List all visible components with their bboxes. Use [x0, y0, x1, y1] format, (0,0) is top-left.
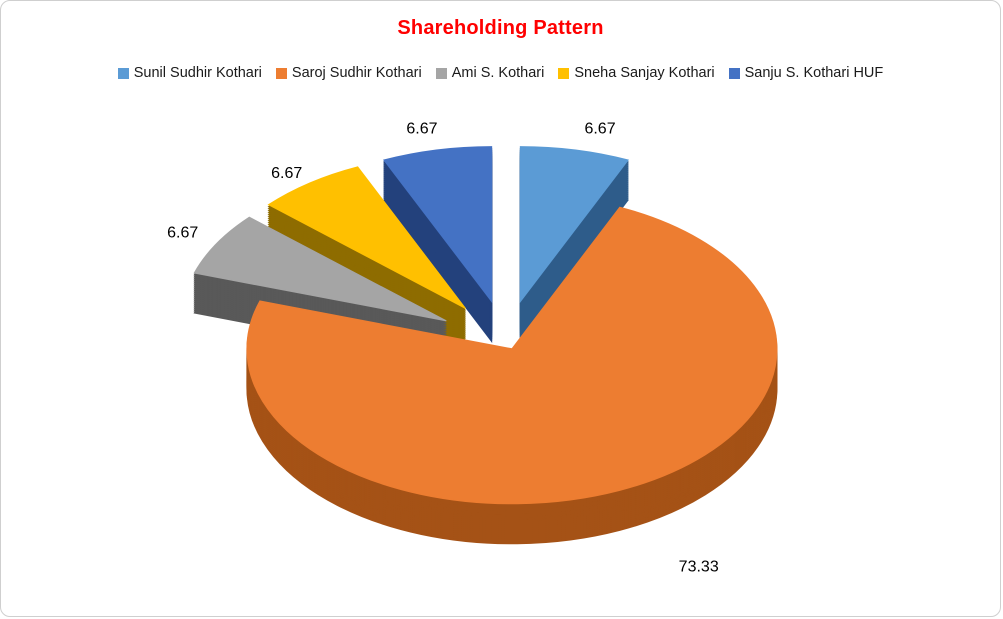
data-label: 73.33	[679, 558, 719, 575]
data-label: 6.67	[584, 120, 615, 137]
legend-label: Ami S. Kothari	[451, 65, 545, 81]
pie-slice-sanju-s-kothari-huf[interactable]	[382, 146, 493, 344]
legend-item-ami[interactable]: Ami S. Kothari	[435, 65, 545, 81]
data-label: 6.67	[167, 224, 198, 241]
legend-swatch-icon	[117, 67, 129, 79]
chart-title: Shareholding Pattern	[397, 17, 604, 39]
legend-item-sanju[interactable]: Sanju S. Kothari HUF	[728, 65, 884, 81]
data-label: 6.67	[271, 165, 302, 182]
legend-item-saroj[interactable]: Saroj Sudhir Kothari	[275, 65, 422, 81]
legend: Sunil Sudhir Kothari Saroj Sudhir Kothar…	[1, 65, 1000, 81]
legend-label: Sunil Sudhir Kothari	[133, 65, 262, 81]
legend-item-sunil[interactable]: Sunil Sudhir Kothari	[117, 65, 262, 81]
legend-swatch-icon	[728, 67, 740, 79]
data-label: 6.67	[406, 120, 437, 137]
pie-slice-saroj-sudhir-kothari[interactable]	[246, 206, 778, 545]
legend-swatch-icon	[435, 67, 447, 79]
legend-label: Saroj Sudhir Kothari	[291, 65, 422, 81]
legend-label: Sneha Sanjay Kothari	[574, 65, 715, 81]
pie-slice-sunil-sudhir-kothari[interactable]	[519, 146, 630, 344]
legend-swatch-icon	[558, 67, 570, 79]
legend-label: Sanju S. Kothari HUF	[744, 65, 884, 81]
legend-swatch-icon	[275, 67, 287, 79]
legend-item-sneha[interactable]: Sneha Sanjay Kothari	[558, 65, 715, 81]
